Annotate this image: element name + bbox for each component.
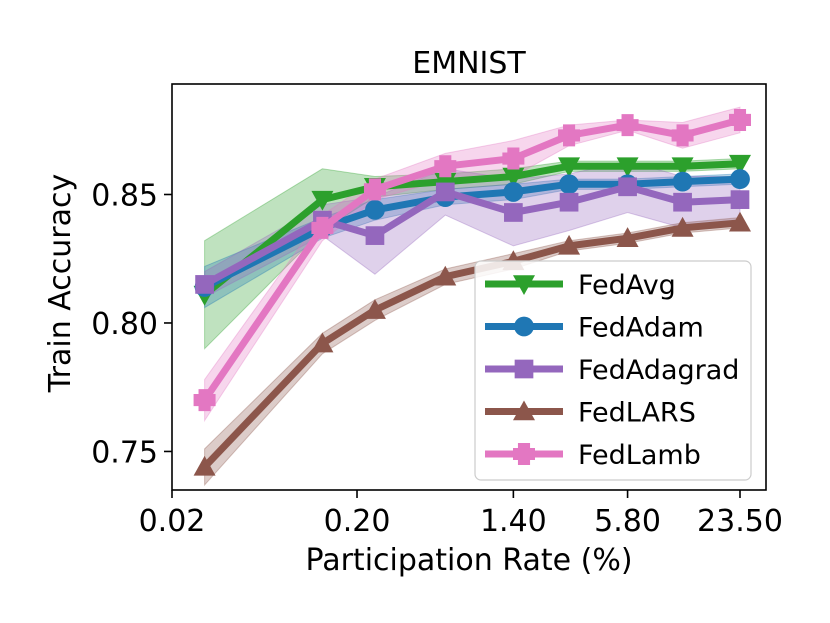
legend-label: FedAvg	[578, 270, 676, 301]
plot-frame	[171, 83, 767, 491]
legend-label: FedAdagrad	[578, 355, 739, 386]
series-fedlamb	[193, 108, 751, 412]
point-fedadagrad	[618, 177, 637, 197]
point-fedlamb	[311, 216, 334, 239]
point-fedlamb	[434, 155, 457, 178]
legend-label: FedLamb	[578, 440, 701, 471]
point-fedavg	[558, 157, 581, 178]
point-fedlamb	[616, 114, 639, 137]
point-fedlamb	[363, 178, 386, 201]
point-fedadam	[365, 200, 385, 220]
y-tick-label: 0.75	[91, 435, 158, 470]
point-fedadagrad	[673, 192, 692, 212]
x-tick-label: 1.40	[480, 504, 547, 539]
point-fedadagrad	[504, 203, 523, 222]
legend-marker	[513, 443, 535, 465]
point-fedadagrad	[195, 275, 214, 294]
legend-item-fedlamb: FedLamb	[485, 440, 701, 471]
x-tick-label: 0.02	[139, 504, 206, 539]
point-fedlamb	[558, 124, 581, 147]
legend-marker	[514, 316, 534, 337]
legend: FedAvg FedAdam FedAdagrad FedLARS FedLamb	[474, 260, 752, 481]
point-fedlars	[671, 216, 694, 237]
point-fedlamb	[729, 108, 751, 131]
legend-label: FedLARS	[578, 398, 696, 429]
legend-box	[474, 260, 752, 481]
point-fedavg	[729, 154, 751, 175]
point-fedlars	[311, 332, 334, 353]
legend-marker	[514, 359, 534, 379]
point-fedadagrad	[559, 192, 579, 212]
point-fedavg	[502, 167, 525, 188]
point-fedlars	[729, 211, 751, 232]
point-fedavg	[671, 157, 694, 178]
point-fedadam	[672, 171, 693, 192]
point-fedavg	[311, 190, 334, 211]
point-fedlars	[193, 455, 216, 476]
chart-title: EMNIST	[412, 46, 526, 81]
x-axis: 0.02 0.20 1.40 5.80 23.50	[139, 490, 783, 539]
point-fedadagrad	[365, 226, 385, 245]
legend-item-fedadagrad: FedAdagrad	[485, 355, 739, 386]
point-fedavg	[616, 157, 639, 178]
point-fedadagrad	[435, 182, 455, 202]
point-fedlamb	[671, 124, 694, 147]
x-tick-label: 0.20	[324, 504, 391, 539]
y-axis: 0.75 0.80 0.85	[91, 178, 172, 470]
y-tick-label: 0.80	[91, 307, 158, 342]
legend-item-fedavg: FedAvg	[485, 270, 676, 301]
point-fedlars	[363, 299, 386, 319]
x-axis-label: Participation Rate (%)	[305, 543, 632, 578]
legend-marker	[513, 400, 535, 421]
point-fedadam	[503, 182, 524, 202]
x-tick-label: 5.80	[594, 504, 661, 539]
plot-area	[171, 83, 767, 491]
x-tick-label: 23.50	[697, 504, 783, 539]
point-fedlamb	[193, 389, 216, 412]
y-axis-label: Train Accuracy	[43, 174, 78, 393]
point-fedlars	[616, 227, 639, 247]
point-fedadam	[559, 174, 579, 195]
point-fedadagrad	[730, 190, 750, 209]
point-fedlamb	[502, 147, 525, 170]
legend-label: FedAdam	[578, 313, 704, 344]
point-fedadam	[730, 169, 750, 189]
legend-item-fedadam: FedAdam	[485, 313, 704, 344]
legend-marker	[513, 275, 535, 295]
point-fedlars	[558, 234, 581, 255]
legend-item-fedlars: FedLARS	[485, 398, 696, 429]
y-tick-label: 0.85	[91, 178, 158, 213]
point-fedlars	[434, 265, 457, 286]
